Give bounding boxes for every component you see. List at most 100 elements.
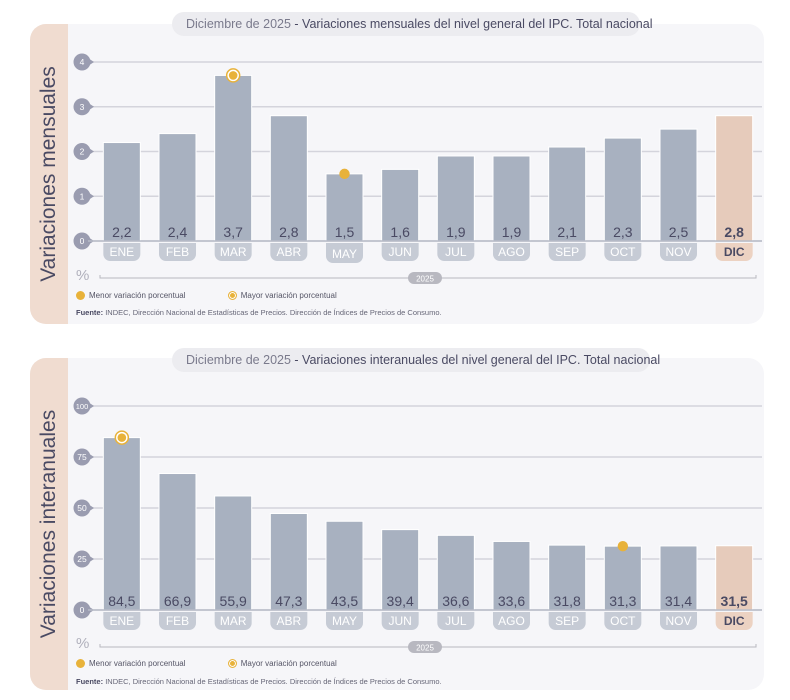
month-pill	[437, 612, 475, 631]
x-tick-label: MAY	[332, 614, 357, 628]
data-label: 31,5	[721, 593, 748, 609]
x-tick-label: ENE	[109, 245, 134, 259]
month-pill	[437, 243, 475, 261]
x-tick-label: FEB	[166, 614, 189, 628]
x-tick-label: DIC	[724, 245, 745, 259]
side-label-band: Variaciones mensuales	[30, 24, 68, 324]
tick-pointer	[88, 402, 94, 410]
max-marker-icon	[227, 659, 237, 668]
source-label: Fuente:	[76, 677, 104, 686]
month-pill	[103, 612, 141, 631]
data-label: 1,5	[335, 224, 355, 240]
min-marker-icon	[76, 291, 85, 300]
month-pill	[159, 243, 196, 261]
y-tick-label: 0	[80, 605, 85, 615]
x-tick-label: AGO	[498, 614, 525, 628]
year-pill	[408, 641, 442, 653]
tick-pointer	[88, 58, 94, 66]
title-prefix: Diciembre de 2025	[186, 17, 291, 31]
x-tick-label: FEB	[166, 245, 189, 259]
data-label: 66,9	[164, 593, 191, 609]
year-label: 2025	[416, 275, 434, 284]
y-tick-label: 50	[77, 503, 87, 513]
y-tick-label: 1	[80, 191, 85, 201]
data-label: 55,9	[220, 593, 247, 609]
year-pill	[408, 272, 442, 284]
bar	[659, 545, 698, 611]
month-pill	[660, 243, 697, 261]
bar	[603, 137, 642, 242]
title-prefix: Diciembre de 2025	[186, 353, 291, 367]
data-label: 1,6	[390, 224, 410, 240]
month-pill	[270, 243, 308, 261]
x-tick-label: OCT	[610, 245, 636, 259]
legend: Menor variación porcentual Mayor variaci…	[76, 659, 377, 670]
tick-bubble	[73, 448, 91, 466]
legend-max-label: Mayor variación porcentual	[240, 659, 337, 668]
y-unit-label: %	[76, 267, 89, 284]
data-label: 2,1	[557, 224, 577, 240]
data-label: 39,4	[387, 593, 414, 609]
tick-bubble	[73, 232, 91, 250]
month-pill	[493, 243, 530, 261]
data-label: 31,3	[609, 593, 636, 609]
tick-bubble	[73, 53, 91, 71]
data-label: 2,8	[724, 224, 744, 240]
source-note: Fuente: INDEC, Dirección Nacional de Est…	[76, 308, 442, 317]
data-label: 33,6	[498, 593, 525, 609]
tick-pointer	[88, 555, 94, 563]
bar	[548, 146, 587, 242]
tick-bubble	[73, 397, 91, 415]
tick-bubble	[73, 143, 91, 160]
data-label: 31,4	[665, 593, 692, 609]
tick-bubble	[73, 601, 91, 619]
bar	[548, 544, 587, 611]
min-marker	[617, 540, 629, 552]
x-tick-label: JUL	[445, 614, 467, 628]
tick-bubble	[73, 98, 91, 116]
data-label: 31,8	[554, 593, 581, 609]
x-tick-label: NOV	[665, 245, 691, 259]
month-pill	[660, 612, 697, 630]
x-tick-label: JUL	[445, 245, 467, 259]
x-tick-label: JUN	[388, 245, 411, 259]
tick-pointer	[88, 453, 94, 461]
month-pill	[326, 243, 363, 263]
month-pill	[715, 243, 753, 261]
title-text: Variaciones mensuales del nivel general …	[302, 17, 653, 31]
bar	[436, 534, 475, 611]
month-pill	[214, 243, 252, 261]
data-label: 2,3	[613, 224, 633, 240]
legend-min-label: Menor variación porcentual	[89, 291, 186, 300]
legend-max: Mayor variación porcentual	[227, 659, 337, 668]
month-pill	[604, 243, 642, 261]
y-tick-label: 100	[76, 402, 89, 411]
source-label: Fuente:	[76, 308, 104, 317]
bar	[214, 74, 253, 242]
month-pill	[214, 612, 252, 631]
x-tick-label: MAR	[220, 245, 247, 259]
x-tick-label: OCT	[610, 614, 636, 628]
bar	[715, 545, 754, 611]
y-tick-label: 4	[80, 57, 85, 67]
bar	[102, 437, 141, 611]
tick-pointer	[88, 192, 94, 201]
x-tick-label: SEP	[555, 614, 579, 628]
min-marker-icon	[76, 659, 85, 668]
bar	[381, 168, 420, 242]
bar	[659, 128, 698, 242]
month-pill	[604, 612, 642, 631]
x-tick-label: AGO	[498, 245, 525, 259]
min-marker	[339, 168, 350, 180]
source-text: INDEC, Dirección Nacional de Estadística…	[105, 308, 442, 317]
month-pill	[159, 612, 196, 630]
x-tick-label: NOV	[665, 614, 691, 628]
month-pill	[381, 243, 419, 261]
tick-pointer	[88, 147, 94, 156]
bar	[269, 513, 308, 611]
legend-min: Menor variación porcentual	[76, 659, 186, 668]
y-tick-label: 0	[80, 236, 85, 246]
source-text: INDEC, Dirección Nacional de Estadística…	[105, 677, 442, 686]
y-tick-label: 75	[77, 452, 87, 462]
